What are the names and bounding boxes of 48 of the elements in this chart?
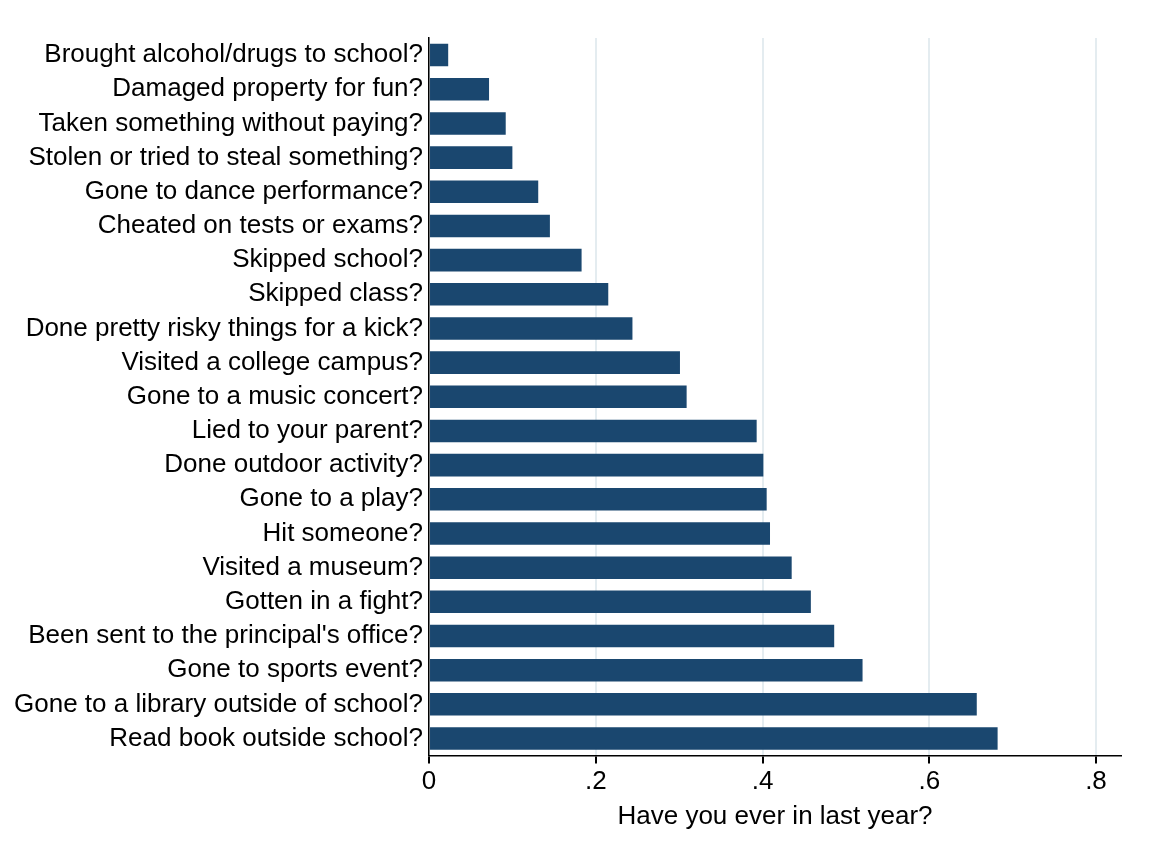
y-tick-label: Gone to sports event? — [167, 653, 424, 684]
bar — [430, 488, 767, 511]
y-tick-label: Gone to a music concert? — [126, 379, 424, 410]
bar — [430, 590, 811, 614]
x-axis-title: Have you ever in last year? — [617, 799, 933, 830]
bar — [430, 112, 506, 135]
bar — [430, 248, 582, 272]
y-tick-label: Gone to a play? — [239, 482, 424, 513]
bar — [430, 658, 863, 682]
y-tick-label: Hit someone? — [262, 516, 424, 547]
bar — [430, 624, 835, 648]
y-tick-label: Visited a museum? — [202, 550, 424, 581]
bar — [430, 351, 680, 374]
x-tick-label: .6 — [918, 765, 941, 796]
bar — [430, 214, 550, 238]
bar — [430, 727, 998, 750]
x-tick-label: 0 — [421, 765, 437, 796]
x-tick-label: .4 — [751, 765, 774, 796]
y-tick-label: Damaged property for fun? — [112, 72, 424, 103]
y-tick-label: Done pretty risky things for a kick? — [25, 311, 424, 342]
bar — [430, 283, 609, 306]
bar — [430, 453, 764, 477]
bar — [430, 146, 513, 169]
bar — [430, 317, 633, 340]
bar — [430, 419, 757, 443]
y-tick-label: Lied to your parent? — [191, 414, 424, 445]
y-tick-label: Been sent to the principal's office? — [28, 619, 424, 650]
bar — [430, 693, 977, 716]
y-tick-label: Cheated on tests or exams? — [97, 209, 424, 240]
y-tick-label: Skipped class? — [248, 277, 424, 308]
y-tick-label: Done outdoor activity? — [164, 448, 424, 479]
y-tick-label: Brought alcohol/drugs to school? — [44, 38, 424, 69]
bar — [430, 43, 449, 67]
y-tick-label: Stolen or tried to steal something? — [28, 140, 424, 171]
y-tick-label: Gone to a library outside of school? — [13, 687, 424, 718]
y-tick-label: Taken something without paying? — [38, 106, 424, 137]
x-tick-label: .2 — [584, 765, 607, 796]
x-tick-label: .8 — [1085, 765, 1107, 796]
y-tick-label: Read book outside school? — [109, 721, 424, 752]
bar — [430, 385, 687, 409]
bar — [430, 556, 792, 579]
bar — [430, 522, 771, 545]
y-tick-label: Gone to dance performance? — [84, 174, 424, 205]
y-tick-label: Visited a college campus? — [121, 345, 424, 376]
y-tick-label: Gotten in a fight? — [224, 585, 424, 615]
bar — [430, 180, 539, 204]
bar — [430, 77, 490, 101]
y-tick-label: Skipped school? — [232, 243, 424, 274]
